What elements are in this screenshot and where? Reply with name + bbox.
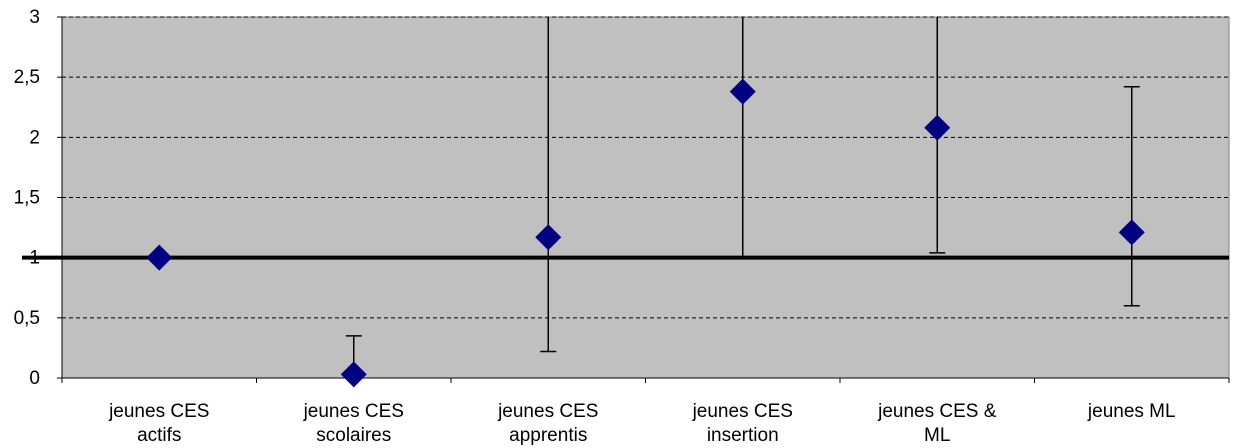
gridlines: [62, 16, 1229, 319]
y-tick-label-0: 0: [29, 368, 40, 389]
category-label-line: jeunes CES &: [877, 401, 997, 422]
y-tick-labels: 0 0,5 1 1,5 2 2,5 3: [14, 7, 40, 389]
y-tick-label-5: 2,5: [14, 67, 40, 88]
y-tick-label-1: 0,5: [14, 308, 40, 329]
category-label-4: jeunes CES & ML: [877, 401, 997, 446]
axes: [57, 16, 1230, 383]
data-point-0: [146, 244, 173, 271]
category-label-1: jeunes CES scolaires: [303, 401, 404, 446]
data-point-3: [729, 78, 756, 105]
category-label-line: jeunes ML: [1087, 401, 1176, 422]
y-tick-label-4: 2: [29, 127, 40, 148]
category-label-3: jeunes CES insertion: [692, 401, 793, 446]
category-label-line: ML: [924, 425, 950, 446]
category-label-line: actifs: [137, 425, 181, 446]
category-label-line: jeunes CES: [108, 401, 209, 422]
category-label-line: jeunes CES: [692, 401, 793, 422]
data-point-1: [340, 361, 367, 388]
data-point-4: [924, 114, 951, 141]
category-label-line: jeunes CES: [303, 401, 404, 422]
data-point-5: [1118, 219, 1145, 246]
y-tick-label-2: 1: [29, 248, 40, 269]
category-label-2: jeunes CES apprentis: [497, 401, 598, 446]
data-markers: [146, 78, 1145, 388]
category-label-0: jeunes CES actifs: [108, 401, 209, 446]
category-label-5: jeunes ML: [1087, 401, 1176, 422]
y-tick-label-3: 1,5: [14, 188, 40, 209]
category-label-line: insertion: [707, 425, 779, 446]
category-label-line: scolaires: [316, 425, 391, 446]
y-tick-label-6: 3: [29, 7, 40, 28]
category-label-line: jeunes CES: [497, 401, 598, 422]
category-label-line: apprentis: [509, 425, 587, 446]
data-point-2: [535, 224, 562, 251]
